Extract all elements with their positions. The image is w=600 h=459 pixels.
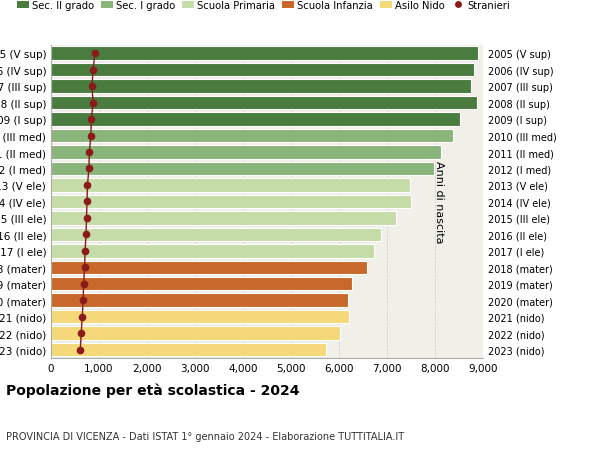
Bar: [51, 113, 460, 127]
Bar: [51, 245, 374, 258]
Bar: [51, 97, 477, 110]
Bar: [51, 47, 478, 61]
Text: PROVINCIA DI VICENZA - Dati ISTAT 1° gennaio 2024 - Elaborazione TUTTITALIA.IT: PROVINCIA DI VICENZA - Dati ISTAT 1° gen…: [6, 431, 404, 441]
Bar: [51, 310, 349, 324]
Bar: [51, 146, 441, 159]
Bar: [51, 64, 475, 77]
Legend: Sec. II grado, Sec. I grado, Scuola Primaria, Scuola Infanzia, Asilo Nido, Stran: Sec. II grado, Sec. I grado, Scuola Prim…: [17, 1, 510, 11]
Bar: [51, 343, 326, 357]
Bar: [51, 179, 410, 192]
Text: Popolazione per età scolastica - 2024: Popolazione per età scolastica - 2024: [6, 382, 299, 397]
Bar: [51, 129, 453, 143]
Bar: [51, 228, 381, 241]
Bar: [51, 294, 347, 307]
Bar: [51, 195, 410, 209]
Bar: [51, 80, 472, 94]
Bar: [51, 261, 367, 274]
Bar: [51, 327, 340, 340]
Bar: [51, 212, 395, 225]
Bar: [51, 162, 434, 176]
Bar: [51, 277, 352, 291]
Y-axis label: Anni di nascita: Anni di nascita: [434, 161, 445, 243]
